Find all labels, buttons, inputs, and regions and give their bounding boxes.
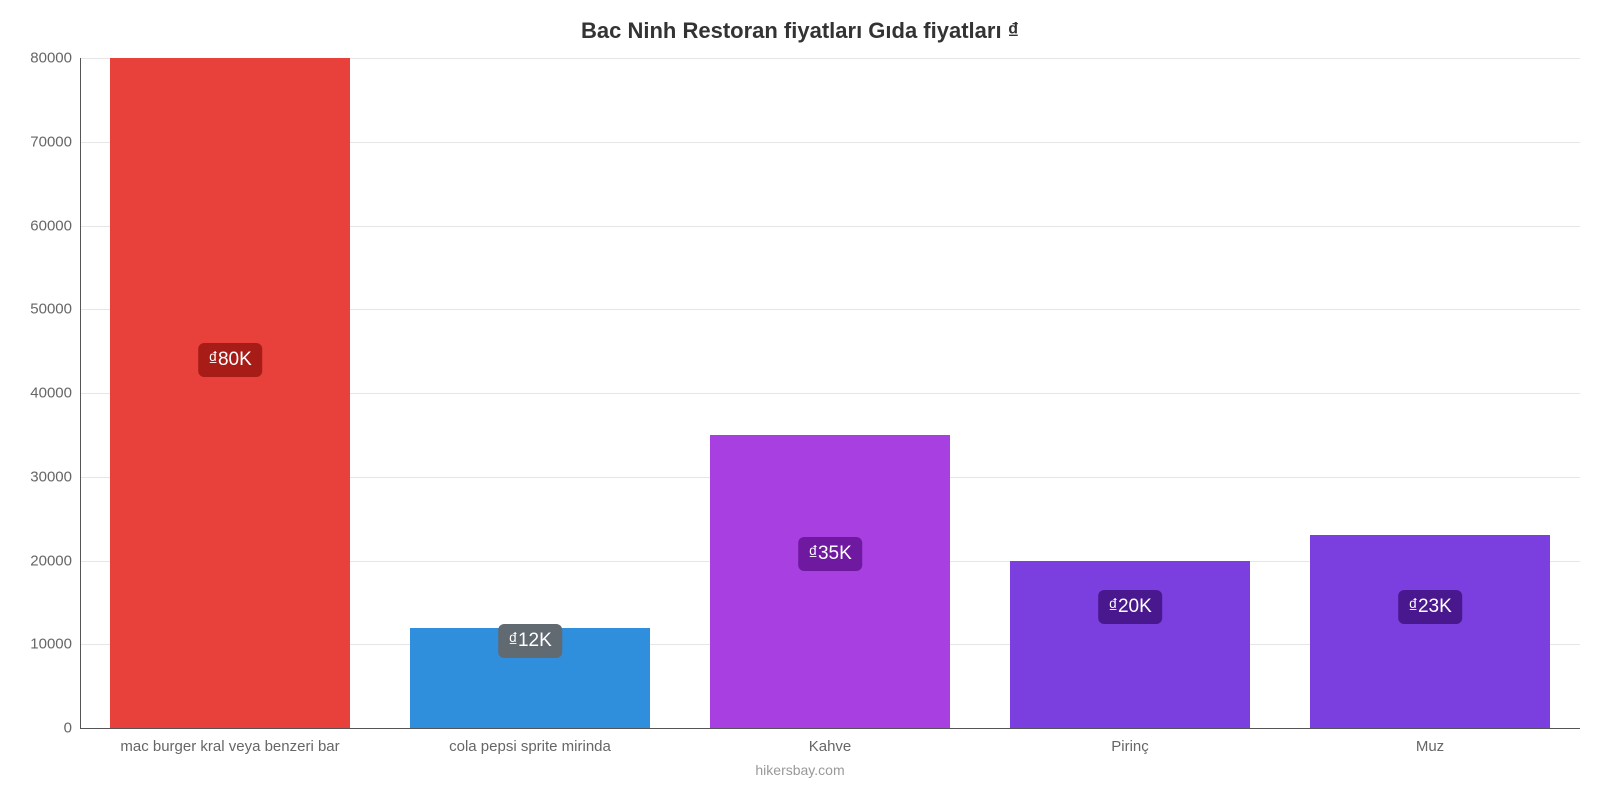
- x-tick-label: cola pepsi sprite mirinda: [449, 728, 611, 755]
- bar: [110, 58, 350, 728]
- price-bar-chart: Bac Ninh Restoran fiyatları Gıda fiyatla…: [0, 0, 1600, 800]
- y-tick-label: 10000: [30, 636, 80, 653]
- y-tick-label: 50000: [30, 301, 80, 318]
- bar: [1310, 535, 1550, 728]
- value-badge: ₫20K: [1098, 590, 1162, 624]
- value-badge: ₫35K: [798, 537, 862, 571]
- plot-area: 0100002000030000400005000060000700008000…: [80, 58, 1580, 728]
- y-tick-label: 40000: [30, 385, 80, 402]
- y-axis-line: [80, 58, 81, 728]
- y-tick-label: 30000: [30, 468, 80, 485]
- y-tick-label: 70000: [30, 133, 80, 150]
- bar: [1010, 561, 1250, 729]
- y-tick-label: 60000: [30, 217, 80, 234]
- credit-text: hikersbay.com: [755, 762, 844, 778]
- y-tick-label: 80000: [30, 50, 80, 67]
- chart-title: Bac Ninh Restoran fiyatları Gıda fiyatla…: [0, 0, 1600, 44]
- value-badge: ₫23K: [1398, 590, 1462, 624]
- x-tick-label: Kahve: [809, 728, 852, 755]
- x-tick-label: mac burger kral veya benzeri bar: [120, 728, 339, 755]
- x-tick-label: Pirinç: [1111, 728, 1149, 755]
- value-badge: ₫80K: [198, 343, 262, 377]
- y-tick-label: 20000: [30, 552, 80, 569]
- bar: [710, 435, 950, 728]
- y-tick-label: 0: [64, 720, 80, 737]
- value-badge: ₫12K: [498, 624, 562, 658]
- x-tick-label: Muz: [1416, 728, 1444, 755]
